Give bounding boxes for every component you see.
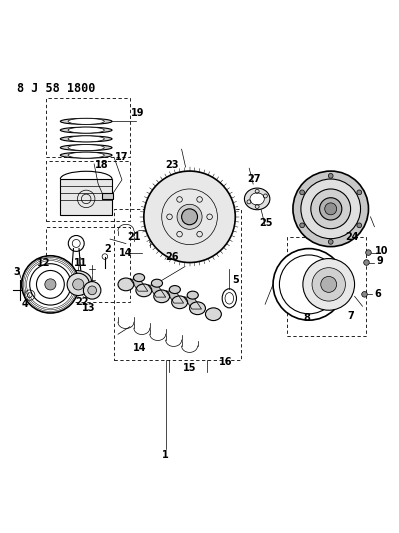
- Ellipse shape: [68, 136, 104, 142]
- Circle shape: [303, 259, 355, 310]
- Ellipse shape: [68, 118, 104, 124]
- Ellipse shape: [68, 127, 104, 133]
- Ellipse shape: [205, 308, 221, 320]
- Text: 6: 6: [374, 289, 381, 300]
- Circle shape: [293, 171, 369, 247]
- Ellipse shape: [154, 290, 170, 303]
- Circle shape: [364, 260, 369, 265]
- Text: 15: 15: [183, 363, 196, 373]
- Polygon shape: [148, 285, 166, 297]
- Circle shape: [300, 190, 304, 195]
- Circle shape: [273, 248, 345, 320]
- Circle shape: [357, 223, 361, 228]
- Text: 4: 4: [21, 299, 28, 309]
- Circle shape: [328, 173, 333, 178]
- Ellipse shape: [68, 144, 104, 151]
- Ellipse shape: [169, 286, 180, 294]
- Bar: [102, 193, 113, 198]
- Text: 17: 17: [115, 152, 129, 162]
- Text: 7: 7: [347, 311, 354, 321]
- Text: 14: 14: [133, 343, 146, 353]
- Circle shape: [22, 256, 79, 313]
- Text: 1: 1: [162, 450, 169, 461]
- Polygon shape: [184, 297, 201, 309]
- Ellipse shape: [190, 302, 205, 314]
- Text: 15: 15: [159, 196, 172, 206]
- Circle shape: [301, 179, 361, 239]
- Text: 8 J 58 1800: 8 J 58 1800: [17, 82, 95, 95]
- Text: 3: 3: [13, 268, 20, 278]
- Ellipse shape: [68, 152, 104, 158]
- Circle shape: [182, 209, 198, 225]
- Ellipse shape: [60, 152, 112, 158]
- Text: 27: 27: [248, 174, 261, 184]
- Ellipse shape: [136, 284, 152, 297]
- Circle shape: [144, 171, 235, 263]
- Circle shape: [366, 250, 371, 255]
- Ellipse shape: [134, 273, 144, 281]
- Text: 5: 5: [233, 276, 239, 285]
- Ellipse shape: [60, 136, 112, 142]
- Circle shape: [83, 281, 101, 299]
- Circle shape: [177, 204, 202, 229]
- Text: 11: 11: [73, 257, 87, 268]
- Text: 13: 13: [82, 303, 96, 313]
- Bar: [114, 209, 241, 360]
- Text: 26: 26: [166, 252, 179, 262]
- Ellipse shape: [187, 291, 198, 299]
- Text: 16: 16: [219, 357, 232, 367]
- Text: 23: 23: [166, 160, 179, 170]
- Ellipse shape: [245, 188, 270, 209]
- Text: 16: 16: [194, 192, 207, 202]
- Ellipse shape: [60, 127, 112, 133]
- Bar: [46, 98, 130, 157]
- Text: 18: 18: [95, 160, 109, 170]
- Ellipse shape: [60, 118, 112, 124]
- Circle shape: [362, 292, 367, 297]
- Circle shape: [325, 203, 337, 215]
- Text: 20: 20: [43, 305, 57, 315]
- Circle shape: [300, 223, 304, 228]
- Ellipse shape: [151, 279, 162, 287]
- Ellipse shape: [68, 275, 85, 286]
- Circle shape: [45, 279, 56, 290]
- Bar: [46, 161, 130, 221]
- Text: 19: 19: [131, 108, 144, 118]
- Text: 14: 14: [119, 248, 133, 257]
- Ellipse shape: [118, 278, 134, 291]
- Circle shape: [311, 189, 351, 229]
- Bar: [46, 227, 130, 302]
- Text: 9: 9: [376, 255, 383, 265]
- Circle shape: [312, 268, 346, 301]
- Circle shape: [73, 279, 84, 290]
- Ellipse shape: [61, 270, 91, 290]
- Circle shape: [88, 286, 97, 295]
- Ellipse shape: [250, 193, 264, 205]
- Text: 2: 2: [104, 244, 111, 254]
- Ellipse shape: [172, 296, 188, 309]
- Circle shape: [357, 190, 361, 195]
- Text: 12: 12: [37, 257, 50, 268]
- Bar: [287, 237, 367, 336]
- Circle shape: [67, 273, 89, 295]
- Text: 10: 10: [375, 246, 388, 256]
- Text: 21: 21: [127, 232, 140, 241]
- Text: 22: 22: [75, 297, 89, 308]
- Polygon shape: [130, 279, 148, 291]
- Ellipse shape: [60, 144, 112, 151]
- Polygon shape: [166, 291, 184, 303]
- Bar: [60, 179, 112, 215]
- Text: 8: 8: [303, 313, 310, 323]
- Circle shape: [320, 198, 342, 220]
- Circle shape: [321, 277, 337, 292]
- Text: 25: 25: [259, 218, 273, 228]
- Text: 24: 24: [345, 232, 359, 241]
- Circle shape: [328, 239, 333, 244]
